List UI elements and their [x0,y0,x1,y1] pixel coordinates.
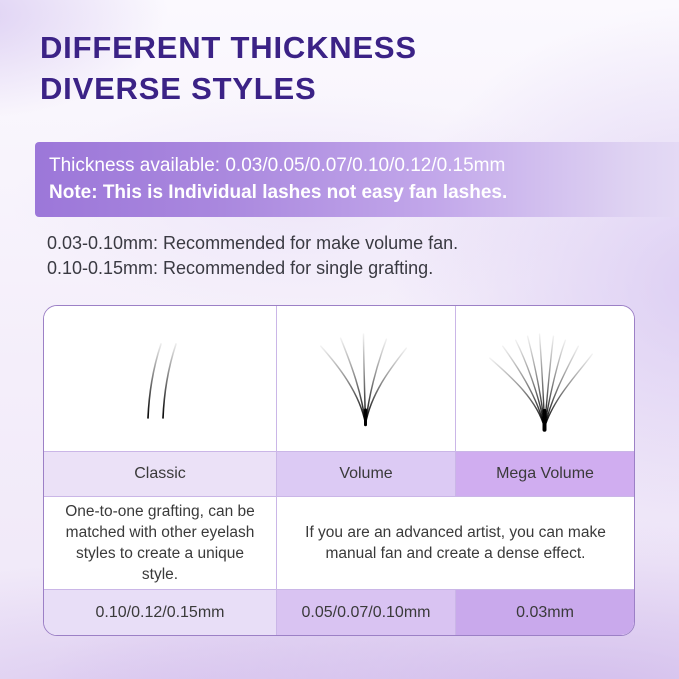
page-title: DIFFERENT THICKNESS DIVERSE STYLES [40,27,417,109]
style-header-volume: Volume [276,451,455,496]
classic-lash-icon [147,343,177,419]
page-title-line1: DIFFERENT THICKNESS [40,30,417,65]
classic-thickness-value: 0.10/0.12/0.15mm [44,589,276,635]
classic-lash-cell [44,306,276,451]
banner-note-line: Note: This is Individual lashes not easy… [49,182,508,203]
recommendation-line2: 0.10-0.15mm: Recommended for single graf… [47,258,434,278]
lash-style-table: Classic Volume Mega Volume One-to-one gr… [43,305,635,636]
mega-volume-fan-lash-icon [489,333,593,432]
style-header-mega-volume: Mega Volume [455,451,634,496]
mega-volume-lash-cell [455,306,634,451]
banner-thickness-line: Thickness available: 0.03/0.05/0.07/0.10… [49,155,506,176]
advanced-description: If you are an advanced artist, you can m… [276,496,634,589]
recommendation-text: 0.03-0.10mm: Recommended for make volume… [47,231,458,281]
volume-thickness-value: 0.05/0.07/0.10mm [276,589,455,635]
style-header-classic: Classic [44,451,276,496]
volume-fan-lash-icon [320,333,408,427]
recommendation-line1: 0.03-0.10mm: Recommended for make volume… [47,233,459,253]
volume-lash-cell [276,306,455,451]
page-title-line2: DIVERSE STYLES [40,71,317,106]
classic-description: One-to-one grafting, can be matched with… [44,496,276,589]
mega-volume-thickness-value: 0.03mm [455,589,634,635]
thickness-banner: Thickness available: 0.03/0.05/0.07/0.10… [35,142,679,217]
